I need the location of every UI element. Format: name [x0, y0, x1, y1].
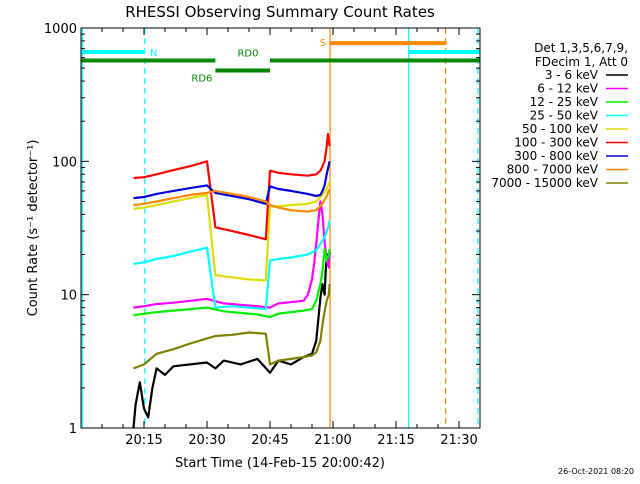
series-line-3 [133, 247, 331, 319]
legend-label-3: 12 - 25 keV [530, 95, 599, 109]
axes: 20:15 20:30 20:45 21:00 21:15 21:30 1 10 100 1000 [44, 22, 481, 448]
series-line-6 [133, 133, 331, 241]
legend-label-8: 800 - 7000 keV [507, 163, 599, 177]
x-axis-label: Start Time (14-Feb-15 20:00:42) [175, 456, 385, 471]
timestamp-stamp: 26-Oct-2021 08:20 [558, 467, 634, 476]
series-line-7 [133, 161, 331, 205]
series-line-9 [133, 284, 331, 370]
legend-label-7: 300 - 800 keV [514, 149, 598, 163]
plot-frame [80, 27, 481, 429]
y-tick-label-4: 1000 [44, 22, 77, 37]
x-tick-label-2: 20:30 [188, 433, 225, 448]
x-tick-label-1: 20:15 [125, 433, 162, 448]
legend: Det 1,3,5,6,7,9, FDecim 1, Att 0 3 - 6 k… [491, 41, 628, 190]
series-line-2 [133, 200, 331, 309]
x-tick-label-6: 21:30 [440, 433, 477, 448]
state-bars: N S RD0 RD6 [81, 38, 480, 85]
legend-header-line-1: Det 1,3,5,6,7,9, [534, 41, 628, 55]
legend-label-4: 25 - 50 keV [530, 109, 599, 123]
state-bar-label-1: N [150, 48, 157, 59]
series-lines [132, 133, 331, 429]
series-line-4 [133, 220, 331, 311]
state-bar-label-2: S [320, 38, 326, 49]
legend-label-5: 50 - 100 keV [522, 122, 599, 136]
series-line-1 [132, 251, 331, 429]
chart-title: RHESSI Observing Summary Count Rates [125, 3, 435, 21]
y-axis-label: Count Rate (s⁻¹ detector⁻¹) [26, 140, 41, 317]
series-line-8 [133, 188, 331, 213]
y-tick-label-2: 10 [60, 289, 77, 304]
series-line-5 [133, 181, 331, 282]
state-bar-label-4: RD6 [191, 74, 212, 85]
legend-label-2: 6 - 12 keV [537, 82, 599, 96]
marker-lines [81, 28, 479, 428]
legend-label-9: 7000 - 15000 keV [491, 176, 598, 190]
legend-label-1: 3 - 6 keV [545, 68, 599, 82]
legend-label-6: 100 - 300 keV [514, 136, 598, 150]
legend-header-line-2: FDecim 1, Att 0 [535, 55, 628, 69]
state-bar-label-3: RD0 [237, 49, 258, 60]
y-tick-label-1: 1 [69, 422, 77, 437]
y-tick-label-3: 100 [52, 155, 77, 170]
x-tick-label-3: 20:45 [251, 433, 288, 448]
x-tick-label-5: 21:15 [377, 433, 414, 448]
x-tick-label-4: 21:00 [314, 433, 351, 448]
